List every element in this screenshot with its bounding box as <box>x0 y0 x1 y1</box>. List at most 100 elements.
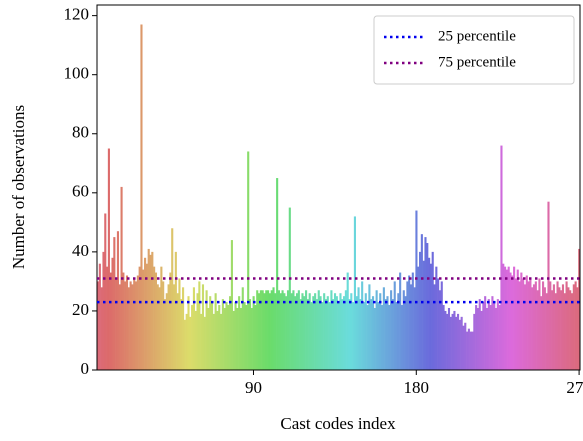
bar <box>395 302 398 370</box>
bar <box>263 293 266 370</box>
bar <box>292 290 295 370</box>
bar <box>576 287 579 370</box>
bar <box>511 275 514 370</box>
bar <box>290 293 293 370</box>
bar <box>216 310 219 370</box>
bar <box>162 281 165 370</box>
y-tick-label: 120 <box>64 5 90 24</box>
bar <box>551 290 554 370</box>
bar <box>433 284 436 370</box>
bar <box>102 251 105 370</box>
bar <box>534 281 537 370</box>
bar <box>203 316 206 370</box>
bar <box>192 287 195 370</box>
bar <box>487 299 490 370</box>
bar <box>569 290 572 370</box>
bar <box>386 296 389 370</box>
bar <box>520 272 523 370</box>
bar <box>118 284 121 370</box>
bar <box>543 287 546 370</box>
bar <box>355 296 358 370</box>
bar <box>207 307 210 370</box>
legend-label: 25 percentile <box>438 28 516 44</box>
bar <box>572 284 575 370</box>
bar <box>134 281 138 370</box>
legend-frame <box>373 15 575 85</box>
bar <box>419 251 422 370</box>
bar <box>169 272 172 370</box>
bar <box>532 284 536 370</box>
bar <box>431 251 434 370</box>
bar <box>328 302 331 370</box>
bar <box>247 151 250 370</box>
bar <box>239 307 243 370</box>
bar <box>250 307 253 370</box>
bar <box>482 302 485 370</box>
bar <box>464 322 467 370</box>
bar <box>428 257 431 370</box>
bar <box>341 299 344 370</box>
bar <box>305 290 308 370</box>
bar <box>523 284 527 370</box>
bar <box>422 260 425 370</box>
bar <box>429 263 432 370</box>
bar <box>232 310 235 370</box>
bar <box>561 284 565 370</box>
bar <box>348 299 351 370</box>
bar <box>357 287 360 370</box>
bar <box>281 290 284 370</box>
bar <box>276 178 279 370</box>
bar <box>220 313 223 370</box>
bar <box>299 299 302 370</box>
bar <box>368 284 371 370</box>
bar <box>391 299 394 370</box>
bar <box>536 290 539 370</box>
bar <box>462 325 465 370</box>
bar <box>279 293 282 370</box>
bar <box>375 290 378 370</box>
bar <box>319 296 322 370</box>
bar <box>382 287 385 370</box>
bar <box>411 272 414 370</box>
bar <box>353 216 356 370</box>
bar <box>116 231 120 370</box>
bar <box>513 266 516 370</box>
bar <box>346 272 349 370</box>
bar <box>531 287 534 370</box>
bar <box>227 305 230 370</box>
bar <box>221 299 224 370</box>
y-tick-label: 40 <box>72 241 89 260</box>
bar <box>388 305 391 370</box>
bar <box>312 296 315 370</box>
bar <box>295 293 299 370</box>
bar <box>344 290 347 370</box>
bar <box>560 290 563 370</box>
bar <box>109 272 112 370</box>
bar <box>491 296 494 370</box>
bar <box>214 293 217 370</box>
bar <box>522 278 525 370</box>
x-axis-label: Cast codes index <box>280 414 396 433</box>
bar <box>451 313 454 370</box>
bar <box>417 266 420 370</box>
bar <box>261 290 264 370</box>
bar <box>504 266 507 370</box>
bar <box>480 310 483 370</box>
bar <box>554 293 557 370</box>
bar <box>489 305 492 370</box>
bar <box>153 266 156 370</box>
bar <box>189 316 192 370</box>
bar <box>400 305 404 370</box>
bar <box>97 281 100 370</box>
bar <box>542 281 545 370</box>
bar <box>350 293 353 370</box>
bar <box>286 290 290 370</box>
x-tick-label: 180 <box>404 378 430 397</box>
bar <box>234 302 237 370</box>
bar <box>303 296 306 370</box>
bar <box>145 263 148 370</box>
bar <box>258 293 261 370</box>
bar <box>370 299 373 370</box>
bar <box>209 296 212 370</box>
